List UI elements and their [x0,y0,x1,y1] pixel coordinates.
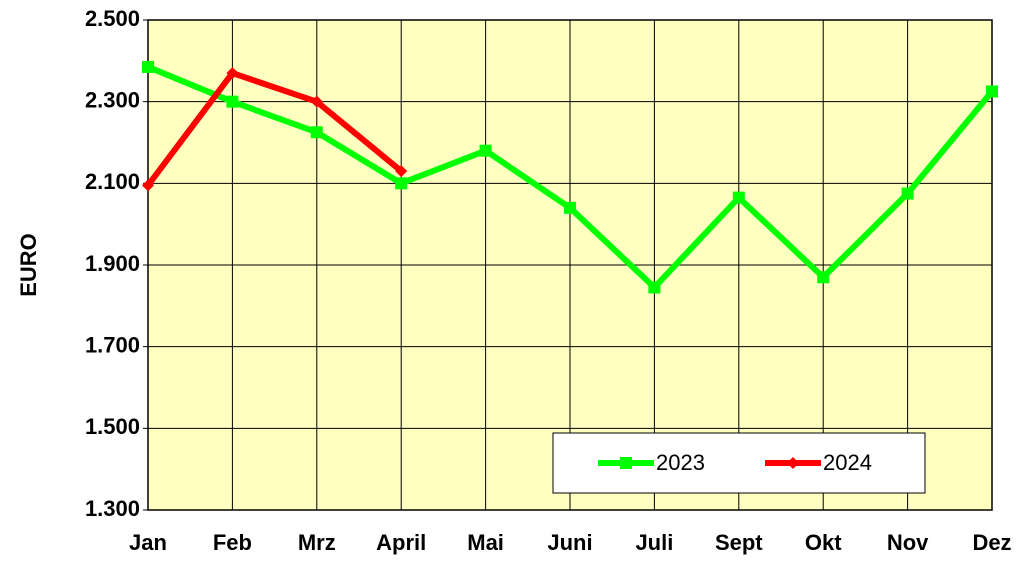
y-tick-label: 2.500 [85,6,140,31]
x-tick-label: Juni [547,530,592,555]
marker [226,67,239,80]
x-tick-label: Sept [715,530,763,555]
y-tick-label: 1.500 [85,414,140,439]
marker [479,144,492,157]
y-tick-label: 1.700 [85,332,140,357]
legend: 2023 2024 [552,432,926,494]
marker [395,165,408,178]
series-line [145,70,404,188]
x-tick-label: Nov [887,530,929,555]
legend-label: 2023 [656,450,705,475]
plot-border [147,19,993,511]
legend-label: 2024 [823,450,872,475]
x-tick-label: Jan [129,530,167,555]
x-tick-label: Juli [635,530,673,555]
marker [142,179,154,192]
x-tick-label: April [376,530,426,555]
marker [142,60,154,73]
marker [310,126,323,139]
marker [817,271,830,284]
y-tick-label: 2.300 [85,87,140,112]
marker [986,85,998,98]
marker [310,95,323,108]
marker [395,177,408,190]
x-tick-label: Okt [805,530,842,555]
x-tick-label: Mrz [298,530,336,555]
y-tick-label: 1.900 [85,251,140,276]
y-tick-label: 1.300 [85,496,140,521]
x-tick-label: Dez [972,530,1011,555]
legend-marker [620,457,632,469]
y-tick-label: 2.100 [85,169,140,194]
x-tick-label: Mai [467,530,504,555]
marker [648,281,661,294]
marker [732,191,745,204]
marker [901,187,914,200]
marker [226,95,239,108]
y-axis-label: EURO [16,233,41,297]
x-tick-label: Feb [213,530,252,555]
legend-marker [787,457,799,469]
marker [564,201,576,214]
